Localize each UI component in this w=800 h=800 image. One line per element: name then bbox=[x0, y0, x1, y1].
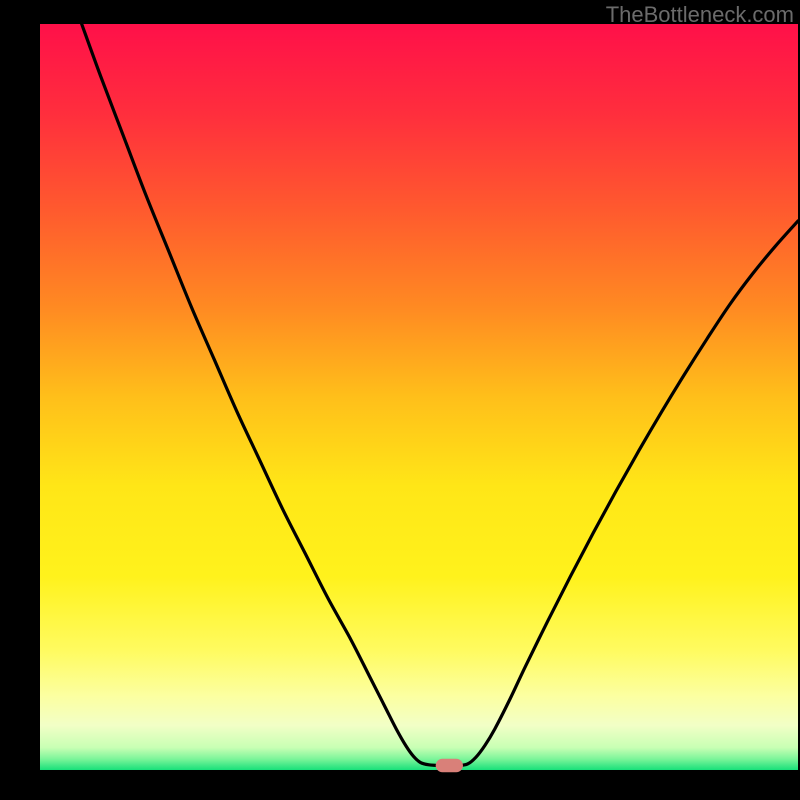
plot-background-gradient bbox=[40, 24, 798, 770]
chart-stage: TheBottleneck.com bbox=[0, 0, 800, 800]
bottleneck-chart-svg bbox=[0, 0, 800, 800]
minimum-marker bbox=[436, 759, 463, 772]
